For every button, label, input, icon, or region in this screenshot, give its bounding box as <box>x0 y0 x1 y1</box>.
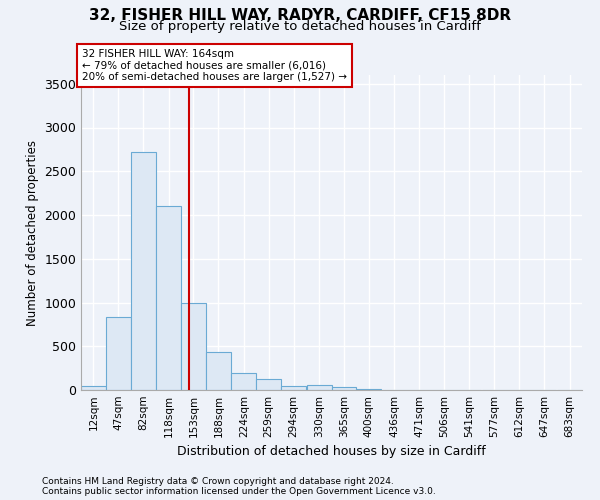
Text: Size of property relative to detached houses in Cardiff: Size of property relative to detached ho… <box>119 20 481 33</box>
X-axis label: Distribution of detached houses by size in Cardiff: Distribution of detached houses by size … <box>177 446 486 458</box>
Text: 32, FISHER HILL WAY, RADYR, CARDIFF, CF15 8DR: 32, FISHER HILL WAY, RADYR, CARDIFF, CF1… <box>89 8 511 22</box>
Bar <box>181 302 206 390</box>
Bar <box>356 389 381 390</box>
Bar <box>232 372 256 390</box>
Bar <box>281 386 306 390</box>
Bar <box>331 388 356 390</box>
Bar <box>106 318 131 390</box>
Bar <box>131 152 155 390</box>
Bar <box>256 378 281 390</box>
Text: Contains HM Land Registry data © Crown copyright and database right 2024.: Contains HM Land Registry data © Crown c… <box>42 478 394 486</box>
Text: Contains public sector information licensed under the Open Government Licence v3: Contains public sector information licen… <box>42 488 436 496</box>
Bar <box>81 386 106 390</box>
Bar <box>206 352 231 390</box>
Bar <box>307 385 332 390</box>
Bar <box>156 206 181 390</box>
Y-axis label: Number of detached properties: Number of detached properties <box>26 140 39 326</box>
Text: 32 FISHER HILL WAY: 164sqm
← 79% of detached houses are smaller (6,016)
20% of s: 32 FISHER HILL WAY: 164sqm ← 79% of deta… <box>82 49 347 82</box>
